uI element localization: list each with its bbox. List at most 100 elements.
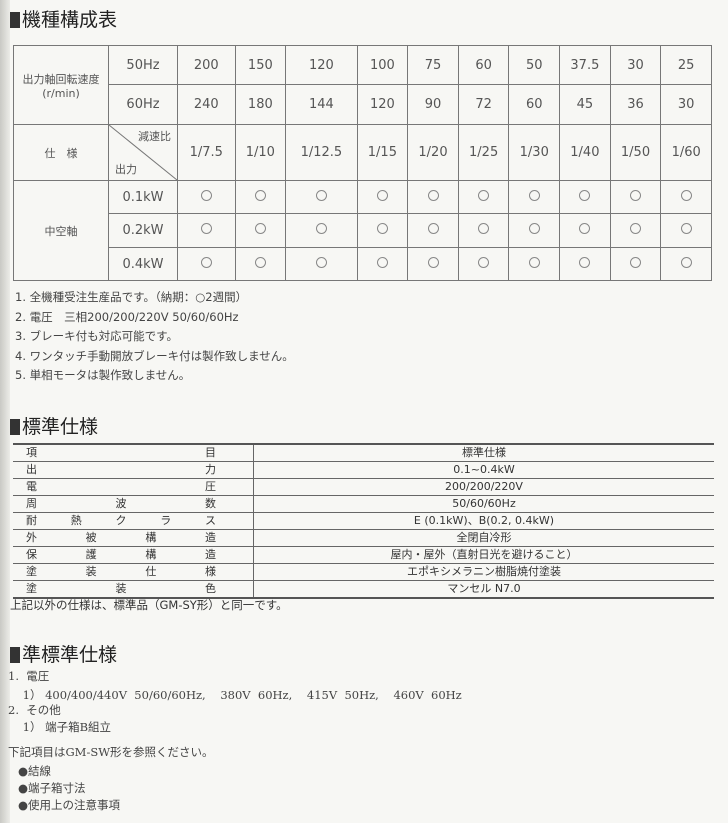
availability-cell — [609, 247, 662, 281]
output-row: 0.4kW — [14, 247, 712, 281]
availability-cell — [356, 247, 409, 281]
spec-item-char: 被 — [85, 531, 97, 544]
speed-50-cell: 60 — [457, 45, 510, 85]
spec-value: 50/60/60Hz — [253, 495, 714, 513]
ratio-cell: 1/7.5 — [177, 124, 236, 181]
availability-cell — [234, 213, 287, 248]
section-title-model-table: 機種構成表 — [10, 5, 117, 32]
available-circle-icon — [427, 256, 439, 268]
semi-spec-line: 1） 400/400/440V 50/60/60Hz, 380V 60Hz, 4… — [8, 688, 462, 702]
spec-value: 全閉自冷形 — [253, 529, 714, 547]
availability-cell — [407, 247, 459, 281]
speed-label: 出力軸回転速度 — [22, 72, 100, 86]
available-circle-icon — [478, 223, 490, 234]
speed-50-cell: 37.5 — [559, 45, 611, 85]
output-row: 中空軸 0.1kW — [13, 180, 712, 281]
availability-cell — [508, 247, 561, 281]
availability-cell — [234, 247, 287, 281]
spec-item-char: 波 — [115, 497, 127, 510]
availability-cell — [660, 180, 712, 214]
spec-row: 周 波 数 50/60/60Hz — [13, 495, 714, 513]
spec-item-char: ク — [115, 514, 127, 527]
ratio-cell: 1/60 — [660, 124, 712, 181]
speed-label-cell: 出力軸回転速度 (r/min) — [13, 45, 109, 125]
model-configuration-table: 出力軸回転速度 (r/min) 50Hz 200 150 120 100 75 6… — [13, 45, 712, 281]
ratio-cell: 1/50 — [609, 124, 662, 181]
spec-item: 耐熱クラス — [13, 512, 254, 530]
standard-spec-table: 項目標準仕様出力 0.1~0.4kW 電圧 200/200/220V 周波数 50/60/… — [13, 443, 714, 599]
section-title-semi-standard-spec: 準標準仕様 — [10, 640, 117, 667]
speed-50-cell: 30 — [609, 45, 662, 85]
output-cell: 0.2kW — [108, 213, 178, 248]
spec-item-char: 保 — [26, 548, 37, 561]
spec-item-char: 項 — [26, 446, 37, 459]
speed-60-cell: 45 — [559, 84, 611, 125]
availability-cell — [559, 180, 611, 214]
note-item: 2. 電圧 三相200/200/220V 50/60/60Hz — [15, 309, 239, 324]
speed-60-cell: 144 — [285, 84, 358, 125]
output-label: 出力 — [115, 163, 137, 176]
available-circle-icon — [680, 189, 692, 201]
availability-cell — [609, 213, 662, 248]
spec-item-char: 装 — [115, 582, 127, 595]
ratio-cell: 1/10 — [234, 124, 287, 181]
available-circle-icon — [630, 223, 642, 234]
available-circle-icon — [376, 223, 388, 234]
available-circle-icon — [200, 189, 212, 201]
output-row: 0.2kW — [14, 213, 712, 248]
ratio-cell: 1/25 — [457, 124, 510, 181]
ratio-output-diagonal-cell: 減速比 出力 — [108, 124, 178, 181]
note-item: 1. 全機種受注生産品です。（納期：○2週間） — [15, 290, 248, 304]
notes-list: 1. 全機種受注生産品です。（納期：○2週間） 2. 電圧 三相200/200/… — [15, 288, 294, 386]
spec-row: 出力 0.1~0.4kW — [13, 461, 714, 479]
ratio-cell: 1/40 — [559, 124, 611, 181]
semi-spec-line: 2. その他 — [8, 703, 61, 717]
spec-item-char: 塗 — [26, 565, 37, 578]
reference-note: 下記項目はGM-SW形を参照ください。 — [8, 745, 214, 759]
availability-cell — [356, 213, 409, 248]
spec-row: 外 被 構 造 全閉自冷形 — [13, 529, 714, 547]
speed-60-cell: 240 — [177, 84, 236, 125]
scan-edge — [0, 0, 10, 823]
speed-60-cell: 72 — [457, 84, 510, 125]
semi-spec-line: 1. 電圧 — [8, 669, 50, 683]
spec-item: 項目 — [13, 443, 254, 462]
spec-row: 電圧 200/200/220V — [13, 478, 714, 496]
hz50-label: 50Hz — [108, 45, 178, 85]
available-circle-icon — [579, 256, 591, 268]
note-item: 3. ブレーキ付も対応可能です。 — [15, 329, 178, 343]
note-item: 4. ワンタッチ手動開放ブレーキ付は製作致しません。 — [15, 348, 294, 363]
availability-cell — [508, 180, 561, 214]
ratio-cell: 1/12.5 — [285, 124, 358, 181]
speed-60-cell: 30 — [660, 84, 712, 125]
available-circle-icon — [254, 189, 266, 201]
available-circle-icon — [427, 223, 439, 234]
spec-item-char: 目 — [205, 446, 216, 459]
reference-item: ●結線 — [18, 764, 52, 778]
availability-cell — [285, 180, 358, 214]
ratio-cell: 1/15 — [356, 124, 409, 181]
ratio-cell: 1/30 — [508, 124, 561, 181]
spec-item-char: 熱 — [70, 514, 82, 527]
available-circle-icon — [478, 189, 490, 201]
available-circle-icon — [630, 256, 642, 268]
output-cell: 0.4kW — [108, 247, 178, 281]
spec-item-char: 耐 — [26, 514, 37, 527]
spec-item-char: 力 — [205, 463, 216, 476]
speed-50-cell: 50 — [508, 45, 561, 85]
spec-row: 保 護 構 造 屋内・屋外（直射日光を避けること） — [13, 546, 714, 564]
availability-cell — [508, 213, 561, 248]
speed-unit: (r/min) — [42, 86, 80, 100]
availability-cell — [407, 213, 459, 248]
spec-value: E (0.1kW)、B(0.2, 0.4kW) — [253, 512, 714, 530]
spec-item-char: ラ — [160, 514, 172, 527]
availability-cell — [457, 247, 510, 281]
spec-item-char: 造 — [204, 531, 216, 544]
spec-item-char: 色 — [205, 582, 216, 595]
speed-60-cell: 36 — [609, 84, 662, 125]
available-circle-icon — [680, 256, 692, 268]
semi-spec-line: 1） 端子箱B組立 — [8, 720, 112, 734]
speed-50-cell: 200 — [177, 45, 236, 85]
ratio-label: 減速比 — [138, 130, 171, 143]
spec-item: 周波数 — [13, 495, 254, 513]
